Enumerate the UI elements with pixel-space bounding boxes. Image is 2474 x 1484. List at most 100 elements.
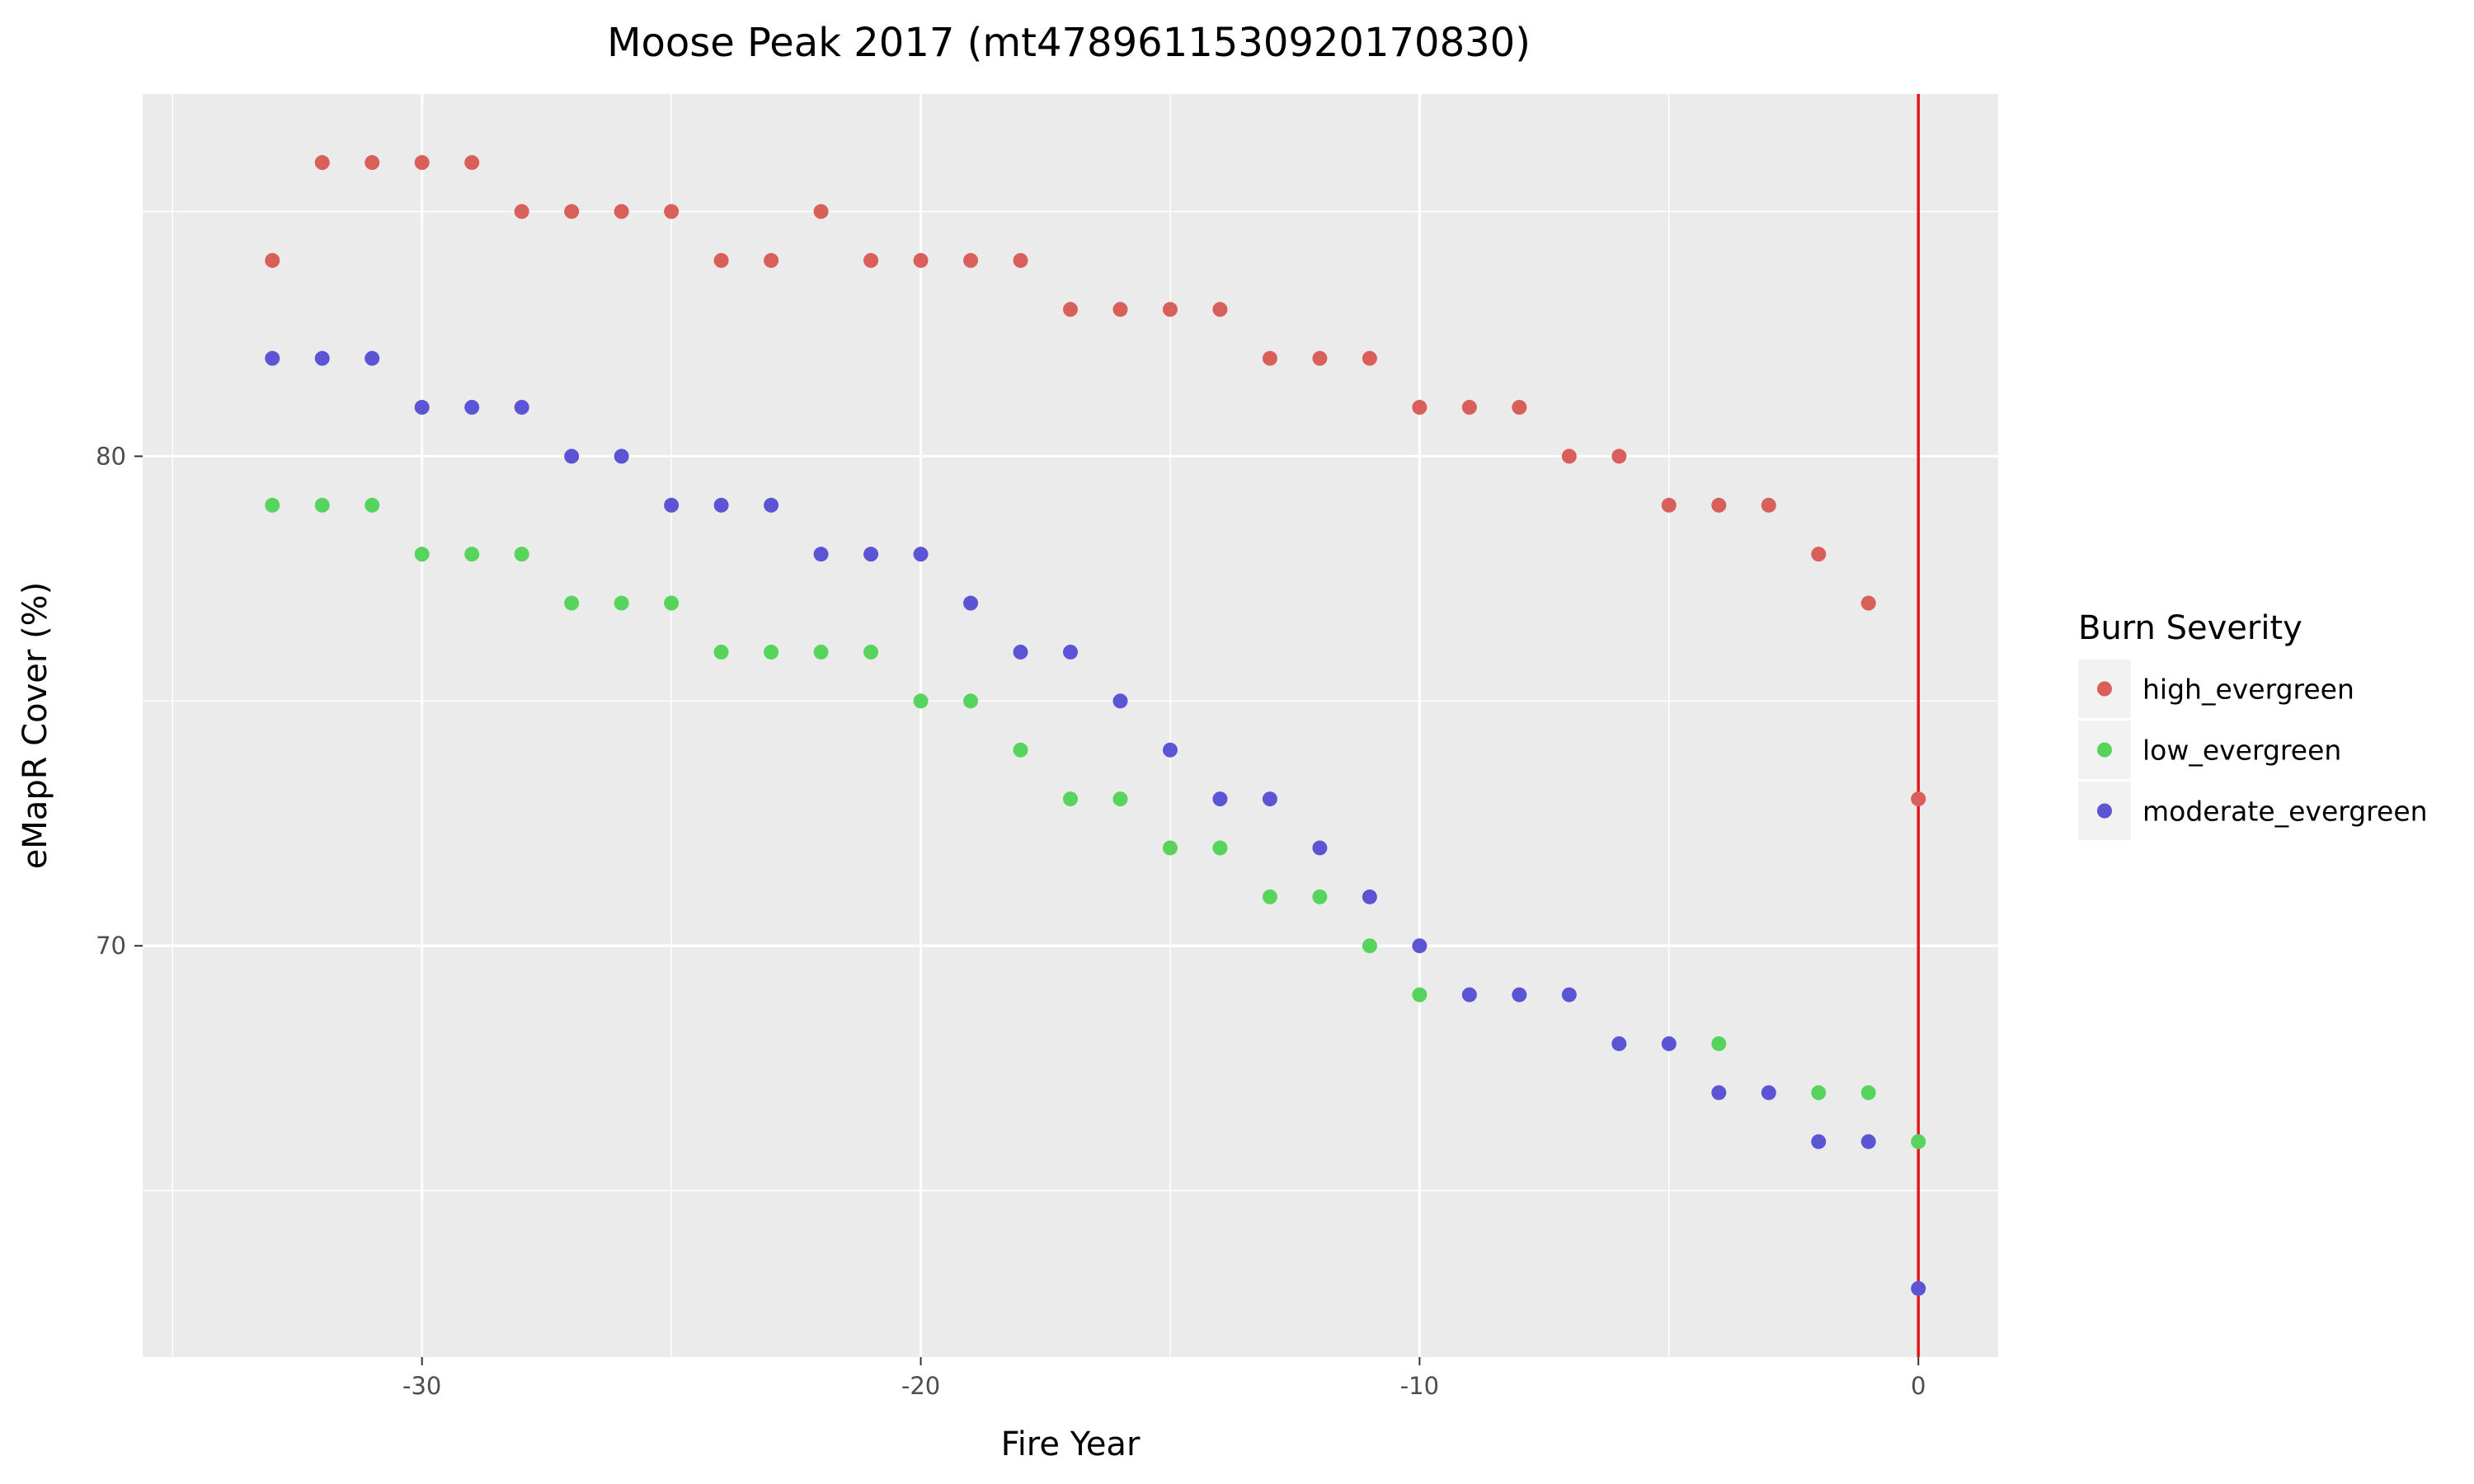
legend-items: high_evergreen low_evergreen moderate_ever… (2078, 660, 2428, 840)
minor-gridlines (143, 94, 1998, 1357)
data-point (464, 155, 480, 171)
legend-marker (2097, 681, 2112, 697)
data-point (1661, 1036, 1677, 1051)
data-point (1013, 252, 1028, 268)
y-tick-label: 70 (96, 932, 126, 960)
data-point (464, 547, 480, 562)
legend: Burn Severity high_evergreen low_evergree… (2078, 609, 2428, 840)
data-point (1711, 1036, 1727, 1051)
data-point (1212, 791, 1228, 807)
data-point (314, 497, 330, 513)
data-point (1412, 400, 1427, 416)
data-point (564, 204, 580, 219)
y-tick-label: 80 (96, 442, 126, 470)
data-point (265, 252, 280, 268)
data-point (1611, 1036, 1627, 1051)
data-point (1811, 1134, 1827, 1149)
data-point (1162, 840, 1178, 856)
data-point (1162, 742, 1178, 758)
data-point (963, 252, 979, 268)
data-point (265, 497, 280, 513)
data-point (913, 693, 929, 709)
data-point (1911, 1134, 1926, 1149)
data-point (813, 644, 829, 660)
data-point (614, 595, 629, 611)
legend-label: high_evergreen (2142, 674, 2354, 706)
data-point (514, 204, 529, 219)
data-point (365, 497, 380, 513)
data-point (1461, 400, 1477, 416)
data-point (1112, 302, 1128, 317)
data-point (1661, 497, 1677, 513)
data-point (813, 547, 829, 562)
x-tick-label: -30 (402, 1372, 441, 1400)
data-point (1212, 840, 1228, 856)
data-point (1611, 448, 1627, 464)
data-point (1512, 400, 1527, 416)
data-point (414, 547, 430, 562)
data-point (1212, 302, 1228, 317)
data-point (713, 497, 729, 513)
series-low_evergreen (265, 497, 1926, 1149)
data-point (1262, 791, 1277, 807)
data-point (863, 644, 879, 660)
x-tick-label: -20 (901, 1372, 940, 1400)
data-point (1112, 791, 1128, 807)
data-point (1362, 938, 1377, 954)
data-point (1262, 350, 1277, 366)
legend-marker (2097, 742, 2112, 758)
data-point (1063, 644, 1078, 660)
data-point (1860, 1085, 1876, 1101)
data-point (1112, 693, 1128, 709)
data-point (1811, 1085, 1827, 1101)
data-point (1162, 302, 1178, 317)
data-point (963, 595, 979, 611)
data-point (1312, 350, 1328, 366)
data-point (664, 204, 680, 219)
data-point (764, 252, 779, 268)
data-point (1461, 987, 1477, 1003)
data-point (1412, 987, 1427, 1003)
data-point (1860, 595, 1876, 611)
data-point (1711, 497, 1727, 513)
data-point (1911, 1280, 1926, 1296)
x-tick-label: -10 (1400, 1372, 1439, 1400)
legend-label: moderate_evergreen (2142, 796, 2428, 828)
data-point (1262, 889, 1277, 904)
data-point (365, 155, 380, 171)
data-point (414, 400, 430, 416)
data-point (1860, 1134, 1876, 1149)
data-point (664, 497, 680, 513)
legend-item: high_evergreen (2078, 660, 2354, 718)
data-point (1761, 1085, 1776, 1101)
legend-marker (2097, 803, 2112, 819)
x-tick-label: 0 (1911, 1372, 1926, 1400)
data-point (614, 448, 629, 464)
data-point (614, 204, 629, 219)
data-point (1013, 644, 1028, 660)
data-point (1013, 742, 1028, 758)
data-point (664, 595, 680, 611)
legend-title: Burn Severity (2078, 609, 2302, 647)
data-point (713, 252, 729, 268)
data-point (813, 204, 829, 219)
data-point (863, 252, 879, 268)
series-high_evergreen (265, 155, 1926, 807)
data-point (1362, 350, 1377, 366)
data-point (314, 350, 330, 366)
data-point (464, 400, 480, 416)
legend-item: low_evergreen (2078, 721, 2341, 779)
data-point (764, 497, 779, 513)
data-point (1063, 791, 1078, 807)
y-axis: 70 80 (96, 442, 143, 960)
data-point (963, 693, 979, 709)
data-point (1761, 497, 1776, 513)
data-point (1911, 791, 1926, 807)
data-point (1312, 840, 1328, 856)
data-point (1063, 302, 1078, 317)
data-point (1561, 987, 1577, 1003)
data-point (1561, 448, 1577, 464)
data-point (913, 252, 929, 268)
legend-label: low_evergreen (2142, 735, 2341, 767)
data-point (514, 547, 529, 562)
